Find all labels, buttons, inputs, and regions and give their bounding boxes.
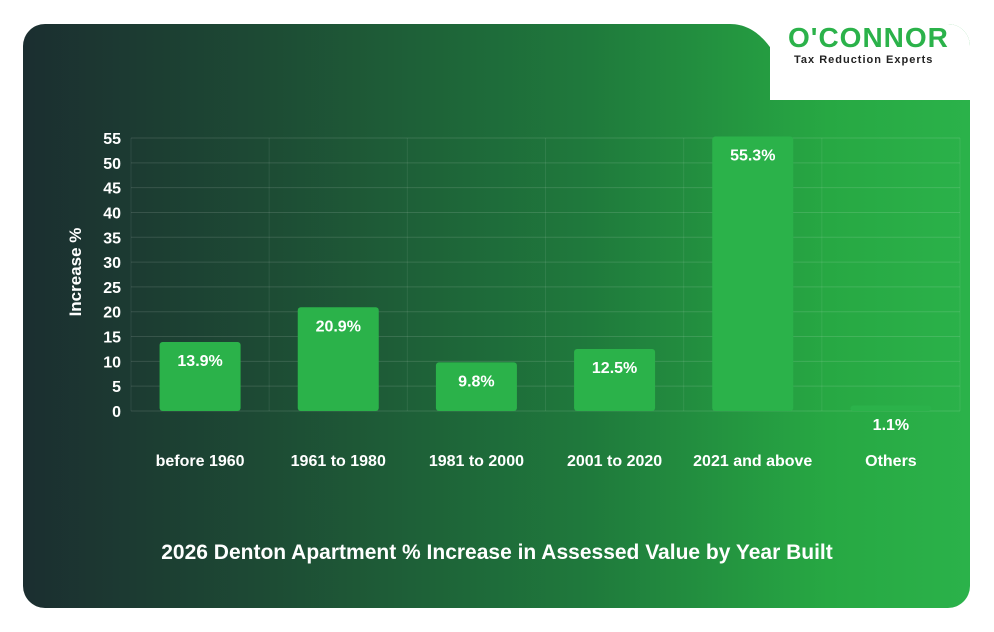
x-tick-label: 1981 to 2000 xyxy=(429,453,524,470)
y-tick-label: 25 xyxy=(103,280,121,297)
y-tick-label: 0 xyxy=(112,404,121,421)
y-tick-label: 20 xyxy=(103,305,121,322)
x-axis-ticks: before 1960 1961 to 1980 1981 to 2000 2001 … xyxy=(156,453,917,470)
y-tick-label: 35 xyxy=(103,230,121,247)
chart-bars: 13.9% 20.9% 9.8% 12.5% 55.3% 1.1% xyxy=(159,136,932,434)
x-tick-label: before 1960 xyxy=(156,453,245,470)
y-tick-label: 15 xyxy=(103,330,121,347)
chart-grid xyxy=(130,137,961,412)
bar xyxy=(297,307,379,411)
bar xyxy=(574,348,656,411)
logo-tab xyxy=(770,24,970,100)
y-tick-label: 40 xyxy=(103,205,121,222)
x-tick-label: 2001 to 2020 xyxy=(567,453,662,470)
data-label: 9.8% xyxy=(458,373,494,390)
chart-title: 2026 Denton Apartment % Increase in Asse… xyxy=(161,541,833,564)
bar xyxy=(850,405,932,411)
brand-tagline: Tax Reduction Experts xyxy=(794,54,934,66)
y-tick-label: 55 xyxy=(103,131,121,148)
y-tick-label: 5 xyxy=(112,379,121,396)
y-axis-label: Increase % xyxy=(66,228,85,317)
y-tick-label: 10 xyxy=(103,354,121,371)
chart-card xyxy=(23,24,970,608)
x-tick-label: 1961 to 1980 xyxy=(291,453,386,470)
y-tick-label: 50 xyxy=(103,156,121,173)
bar xyxy=(435,362,517,411)
x-tick-label: Others xyxy=(865,453,917,470)
x-tick-label: 2021 and above xyxy=(693,453,812,470)
data-label: 1.1% xyxy=(873,417,909,434)
brand-name: O'CONNOR xyxy=(788,22,949,53)
data-label: 12.5% xyxy=(592,360,637,377)
bar xyxy=(712,136,794,411)
y-axis-ticks: 0 5 10 15 20 25 30 35 40 45 50 55 xyxy=(103,131,121,421)
data-label: 13.9% xyxy=(177,353,222,370)
y-tick-label: 45 xyxy=(103,181,121,198)
data-label: 20.9% xyxy=(316,318,361,335)
brand-logo: O'CONNOR Tax Reduction Experts xyxy=(762,22,972,72)
data-label: 55.3% xyxy=(730,148,775,165)
bar xyxy=(159,342,241,411)
y-tick-label: 30 xyxy=(103,255,121,272)
